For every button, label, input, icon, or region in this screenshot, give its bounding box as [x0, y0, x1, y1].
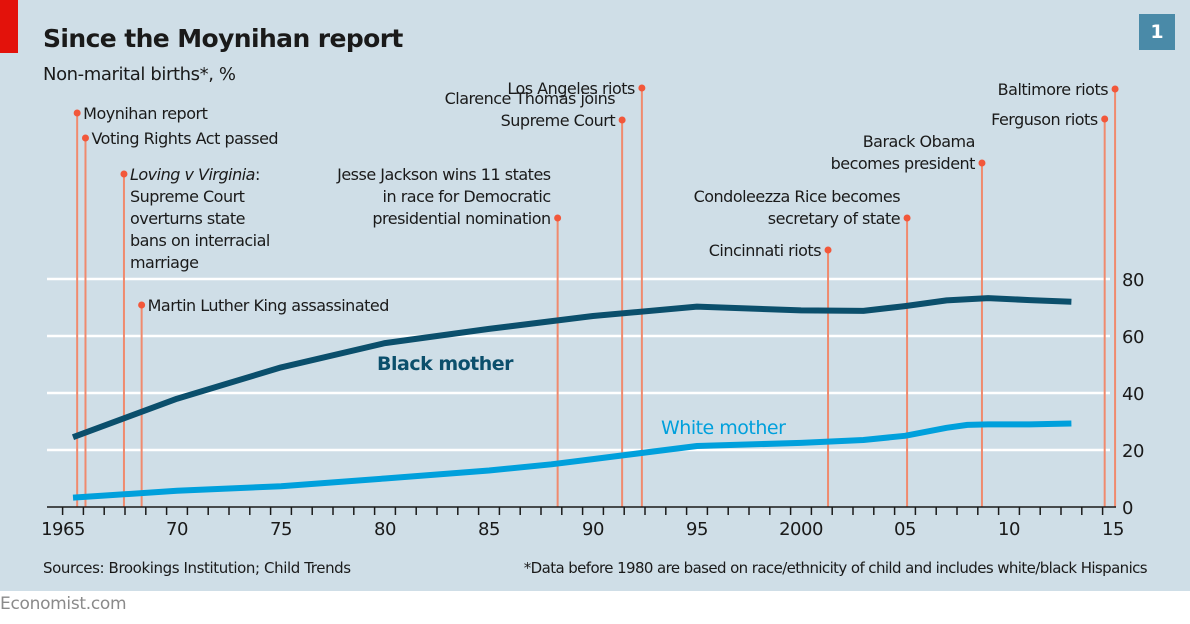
gridlines — [47, 277, 1110, 452]
y-tick-label-20: 20 — [1122, 441, 1144, 462]
series-line-black-mother — [71, 295, 1072, 441]
event-dot — [618, 116, 626, 124]
chart-subtitle: Non-marital births*, % — [43, 64, 236, 85]
x-tick-label-1985: 85 — [478, 519, 500, 540]
event-label: Baltimore riots — [998, 80, 1109, 99]
chart-number-badge: 1 — [1139, 14, 1175, 50]
x-tick-label-2015: 15 — [1102, 519, 1124, 540]
y-tick-label-40: 40 — [1122, 384, 1144, 405]
event-dot — [1101, 115, 1109, 123]
event-dot — [120, 170, 128, 178]
brand-red-bar — [0, 0, 18, 53]
source-note: Sources: Brookings Institution; Child Tr… — [43, 559, 351, 577]
y-tick-label-60: 60 — [1122, 327, 1144, 348]
line-chart: Moynihan report Voting Rights Act passed L… — [41, 79, 1144, 540]
x-tick-label-2010: 10 — [998, 519, 1020, 540]
x-tick-label-1980: 80 — [374, 519, 396, 540]
event-label: becomes president — [831, 154, 976, 173]
event-label: Loving v Virginia: — [130, 165, 260, 184]
event-label-rest: : — [255, 165, 260, 184]
event-label: Barack Obama — [863, 132, 975, 151]
event-label-italic: Loving v Virginia — [130, 165, 255, 184]
event-annotations: Moynihan report Voting Rights Act passed L… — [73, 79, 1119, 507]
x-tick-label-1975: 75 — [270, 519, 292, 540]
event-label: overturns state — [130, 209, 245, 228]
chart-title: Since the Moynihan report — [43, 24, 403, 53]
event-label: Los Angeles riots — [507, 79, 635, 98]
x-tick-label-2005: 05 — [894, 519, 916, 540]
y-tick-label-80: 80 — [1122, 270, 1144, 291]
event-dot — [138, 301, 146, 309]
event-dot — [554, 214, 562, 222]
event-label: bans on interracial — [130, 231, 270, 250]
series-line-white-mother — [72, 420, 1072, 501]
event-dot — [1111, 85, 1119, 93]
event-label: marriage — [130, 253, 199, 272]
event-dot — [81, 134, 89, 142]
event-label: Ferguson riots — [991, 110, 1098, 129]
x-tick-label-1990: 90 — [582, 519, 604, 540]
event-dot — [903, 214, 911, 222]
event-label: secretary of state — [768, 209, 900, 228]
event-label: Jesse Jackson wins 11 states — [336, 165, 551, 184]
x-tick-label-1995: 95 — [686, 519, 708, 540]
footnote: *Data before 1980 are based on race/ethn… — [523, 559, 1148, 577]
event-label: in race for Democratic — [383, 187, 551, 206]
event-dot — [638, 84, 646, 92]
series-label-white-mother: White mother — [661, 417, 786, 439]
event-label: Supreme Court — [501, 111, 616, 130]
x-tick-label-1970: 70 — [166, 519, 188, 540]
event-dot — [73, 109, 81, 117]
event-label: Clarence Thomas joins — [445, 89, 616, 108]
event-label: presidential nomination — [372, 209, 550, 228]
event-dot — [824, 246, 832, 254]
x-tick-label-2000: 2000 — [779, 519, 823, 540]
event-label: Supreme Court — [130, 187, 245, 206]
event-label: Voting Rights Act passed — [91, 129, 278, 148]
x-tick-label-1965: 1965 — [41, 519, 85, 540]
series-labels: Black mother White mother — [377, 353, 787, 439]
event-label: Cincinnati riots — [709, 241, 821, 260]
economist-brand: Economist.com — [0, 594, 127, 614]
axes: 0 20 40 60 80 1965 70 75 80 85 90 95 2000 05 10 15 — [41, 270, 1144, 540]
series-lines — [71, 295, 1072, 501]
event-label: Martin Luther King assassinated — [148, 296, 389, 315]
event-label: Moynihan report — [83, 104, 207, 123]
event-label: Condoleezza Rice becomes — [694, 187, 901, 206]
event-dot — [978, 159, 986, 167]
series-label-black-mother: Black mother — [377, 353, 514, 375]
y-tick-label-0: 0 — [1122, 498, 1133, 519]
